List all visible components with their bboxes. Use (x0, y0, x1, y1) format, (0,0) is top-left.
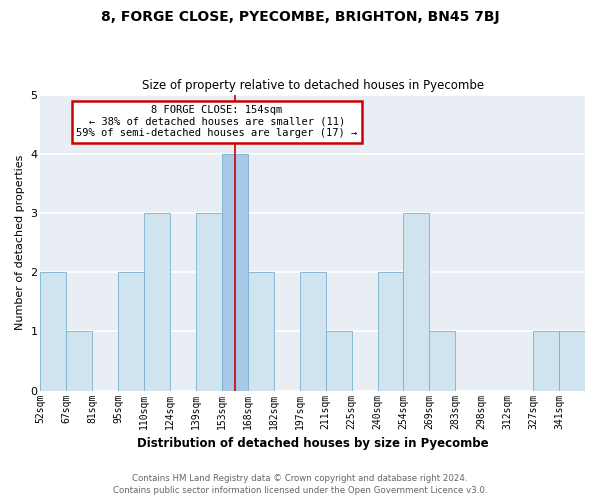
Y-axis label: Number of detached properties: Number of detached properties (15, 155, 25, 330)
Text: 8, FORGE CLOSE, PYECOMBE, BRIGHTON, BN45 7BJ: 8, FORGE CLOSE, PYECOMBE, BRIGHTON, BN45… (101, 10, 499, 24)
Text: 8 FORGE CLOSE: 154sqm
← 38% of detached houses are smaller (11)
59% of semi-deta: 8 FORGE CLOSE: 154sqm ← 38% of detached … (76, 105, 358, 138)
Bar (222, 154, 248, 390)
Bar (300, 272, 326, 390)
Bar (144, 213, 170, 390)
Bar (377, 272, 403, 390)
Bar (196, 213, 222, 390)
Bar (118, 272, 144, 390)
Text: Contains HM Land Registry data © Crown copyright and database right 2024.
Contai: Contains HM Land Registry data © Crown c… (113, 474, 487, 495)
Bar (326, 332, 352, 390)
Bar (559, 332, 585, 390)
X-axis label: Distribution of detached houses by size in Pyecombe: Distribution of detached houses by size … (137, 437, 488, 450)
Bar (533, 332, 559, 390)
Bar (40, 272, 67, 390)
Bar (403, 213, 430, 390)
Bar (248, 272, 274, 390)
Title: Size of property relative to detached houses in Pyecombe: Size of property relative to detached ho… (142, 79, 484, 92)
Bar (430, 332, 455, 390)
Bar (67, 332, 92, 390)
